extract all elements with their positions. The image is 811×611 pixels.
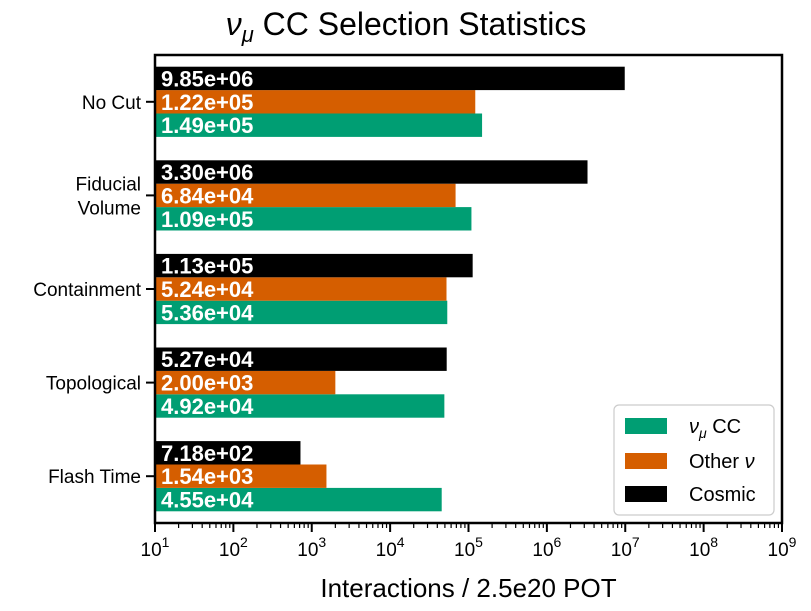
legend-label-other-nu: Other ν bbox=[689, 451, 755, 473]
legend: νμ CC Other ν Cosmic bbox=[613, 404, 775, 516]
legend-label-cosmic: Cosmic bbox=[689, 484, 756, 506]
legend-label-numu-cc: νμ CC bbox=[689, 416, 741, 441]
legend-swatch-other-nu bbox=[625, 453, 667, 469]
bar-label-numu-cc-4: 4.55e+04 bbox=[161, 488, 254, 513]
bar-numu-cc-4 bbox=[155, 487, 442, 512]
x-tick-label: 107 bbox=[611, 534, 640, 561]
bar-label-numu-cc-3: 4.92e+04 bbox=[161, 394, 254, 419]
bar-cosmic-4 bbox=[155, 441, 301, 465]
bar-numu-cc-0 bbox=[155, 113, 483, 137]
bar-cosmic-2 bbox=[155, 253, 473, 278]
bar-label-numu-cc-0: 1.49e+05 bbox=[161, 113, 253, 138]
x-tick-label: 102 bbox=[219, 534, 248, 561]
x-tick-label: 108 bbox=[689, 534, 718, 561]
bar-other-nu-4 bbox=[155, 464, 327, 488]
bar-label-cosmic-2: 1.13e+05 bbox=[161, 254, 253, 279]
bar-numu-cc-1 bbox=[155, 207, 472, 231]
legend-swatch-cosmic bbox=[625, 486, 667, 502]
bar-other-nu-3 bbox=[155, 370, 336, 395]
bar-other-nu-1 bbox=[155, 183, 456, 208]
category-label: Containment bbox=[33, 280, 141, 301]
bar-label-other-nu-0: 1.22e+05 bbox=[161, 90, 253, 115]
bar-cosmic-3 bbox=[155, 347, 447, 371]
bar-other-nu-2 bbox=[155, 277, 447, 301]
bar-numu-cc-3 bbox=[155, 394, 445, 418]
category-label: Volume bbox=[78, 198, 141, 219]
bar-label-cosmic-3: 5.27e+04 bbox=[161, 347, 254, 372]
bar-label-numu-cc-2: 5.36e+04 bbox=[161, 300, 254, 325]
x-tick-label: 109 bbox=[768, 534, 797, 561]
bar-label-numu-cc-1: 1.09e+05 bbox=[161, 207, 253, 232]
x-axis-title: Interactions / 2.5e20 POT bbox=[320, 573, 616, 603]
category-label: No Cut bbox=[82, 93, 142, 114]
chart-title: νμ CC Selection Statistics bbox=[226, 6, 587, 47]
bar-label-other-nu-1: 6.84e+04 bbox=[161, 183, 254, 208]
bar-label-other-nu-4: 1.54e+03 bbox=[161, 464, 253, 489]
bar-label-cosmic-1: 3.30e+06 bbox=[161, 160, 253, 185]
category-label: Flash Time bbox=[48, 467, 141, 488]
x-tick-label: 105 bbox=[454, 534, 483, 561]
bar-label-other-nu-3: 2.00e+03 bbox=[161, 371, 253, 396]
bar-label-cosmic-4: 7.18e+02 bbox=[161, 441, 253, 466]
legend-swatch-numu-cc bbox=[625, 418, 667, 434]
x-tick-label: 104 bbox=[376, 534, 405, 561]
bar-other-nu-0 bbox=[155, 90, 476, 114]
x-tick-label: 106 bbox=[532, 534, 561, 561]
bar-label-cosmic-0: 9.85e+06 bbox=[161, 66, 253, 91]
bar-label-other-nu-2: 5.24e+04 bbox=[161, 277, 254, 302]
x-tick-label: 103 bbox=[297, 534, 326, 561]
x-tick-label: 101 bbox=[141, 534, 170, 561]
category-label: Topological bbox=[46, 374, 141, 395]
bar-cosmic-0 bbox=[155, 66, 625, 91]
bar-numu-cc-2 bbox=[155, 300, 448, 325]
bar-cosmic-1 bbox=[155, 160, 588, 184]
category-label: Fiducial bbox=[76, 174, 141, 195]
